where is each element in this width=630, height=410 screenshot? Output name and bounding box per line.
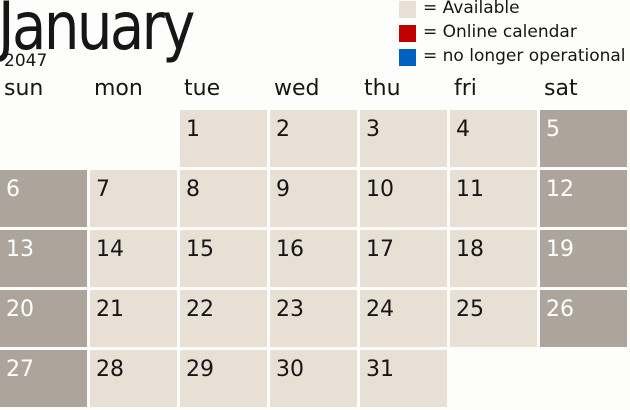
day-cell[interactable]: 27 (0, 350, 87, 407)
day-number: 15 (186, 237, 214, 262)
day-cell[interactable]: 18 (450, 230, 537, 287)
day-cell[interactable]: 9 (270, 170, 357, 227)
day-header-fri: fri (454, 76, 477, 101)
day-cell[interactable]: 31 (360, 350, 447, 407)
day-cell[interactable]: 12 (540, 170, 627, 227)
day-header-sat: sat (544, 76, 578, 101)
day-number: 30 (276, 357, 304, 382)
day-cell[interactable]: 30 (270, 350, 357, 407)
year-label: 2047 (4, 51, 48, 71)
day-cell[interactable]: 17 (360, 230, 447, 287)
day-cell[interactable]: 1 (180, 110, 267, 167)
day-cell[interactable]: 10 (360, 170, 447, 227)
legend-swatch (399, 1, 416, 18)
day-header-tue: tue (184, 76, 221, 101)
legend-label: = Online calendar (423, 22, 577, 42)
day-cell[interactable]: 21 (90, 290, 177, 347)
day-header-thu: thu (364, 76, 401, 101)
day-cell[interactable]: 26 (540, 290, 627, 347)
day-number: 7 (96, 177, 110, 202)
day-number: 4 (456, 117, 470, 142)
day-cell[interactable]: 8 (180, 170, 267, 227)
day-number: 21 (96, 297, 124, 322)
day-header-mon: mon (94, 76, 143, 101)
day-number: 8 (186, 177, 200, 202)
day-number: 22 (186, 297, 214, 322)
day-cell[interactable]: 25 (450, 290, 537, 347)
day-number: 24 (366, 297, 394, 322)
day-cell[interactable]: 29 (180, 350, 267, 407)
day-cell[interactable]: 19 (540, 230, 627, 287)
day-number: 25 (456, 297, 484, 322)
day-cell[interactable]: 5 (540, 110, 627, 167)
day-cell[interactable]: 20 (0, 290, 87, 347)
day-cell[interactable]: 24 (360, 290, 447, 347)
day-cell[interactable]: 4 (450, 110, 537, 167)
legend-label: = no longer operational (423, 46, 626, 66)
day-number: 26 (546, 297, 574, 322)
day-cell[interactable]: 7 (90, 170, 177, 227)
day-cell[interactable]: 14 (90, 230, 177, 287)
day-number: 28 (96, 357, 124, 382)
day-number: 16 (276, 237, 304, 262)
month-title: January (0, 0, 195, 65)
legend-swatch (399, 49, 416, 66)
day-number: 27 (6, 357, 34, 382)
day-cell[interactable]: 6 (0, 170, 87, 227)
day-number: 31 (366, 357, 394, 382)
day-cell[interactable]: 22 (180, 290, 267, 347)
day-number: 1 (186, 117, 200, 142)
day-number: 9 (276, 177, 290, 202)
day-cell[interactable]: 11 (450, 170, 537, 227)
day-cell[interactable]: 23 (270, 290, 357, 347)
day-cell[interactable]: 15 (180, 230, 267, 287)
day-number: 18 (456, 237, 484, 262)
day-number: 3 (366, 117, 380, 142)
day-number: 5 (546, 117, 560, 142)
day-cell[interactable]: 2 (270, 110, 357, 167)
day-cell[interactable]: 13 (0, 230, 87, 287)
day-number: 11 (456, 177, 484, 202)
day-number: 13 (6, 237, 34, 262)
day-cell[interactable]: 3 (360, 110, 447, 167)
day-number: 2 (276, 117, 290, 142)
legend-label: = Available (423, 0, 520, 18)
day-number: 29 (186, 357, 214, 382)
day-number: 23 (276, 297, 304, 322)
day-header-sun: sun (4, 76, 44, 101)
legend-swatch (399, 25, 416, 42)
day-number: 6 (6, 177, 20, 202)
day-number: 12 (546, 177, 574, 202)
day-number: 10 (366, 177, 394, 202)
day-cell[interactable]: 16 (270, 230, 357, 287)
day-header-wed: wed (274, 76, 320, 101)
day-cell[interactable]: 28 (90, 350, 177, 407)
day-number: 20 (6, 297, 34, 322)
day-number: 17 (366, 237, 394, 262)
day-number: 19 (546, 237, 574, 262)
day-number: 14 (96, 237, 124, 262)
